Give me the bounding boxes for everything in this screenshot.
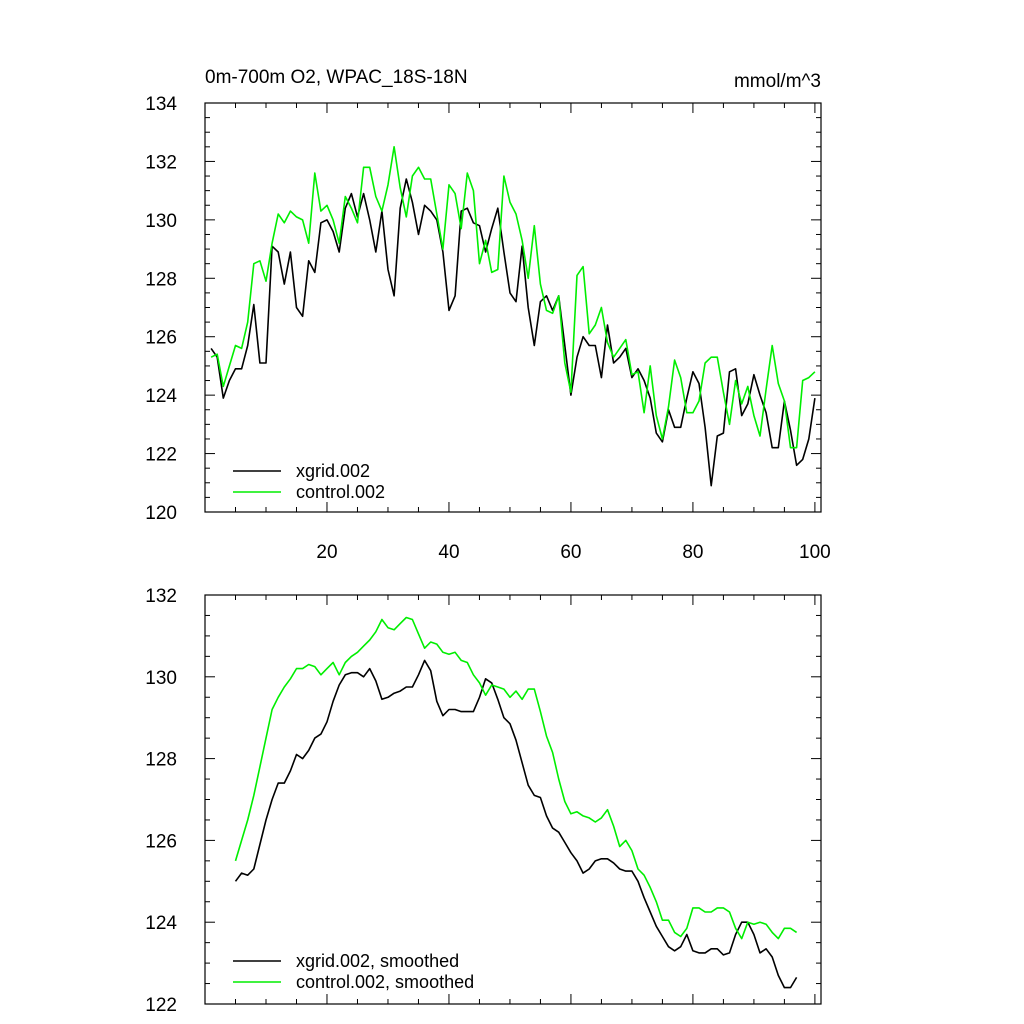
top-y-tick-label: 120 — [145, 503, 177, 524]
top-x-tick-label: 80 — [682, 542, 703, 563]
bottom-legend: xgrid.002, smoothed control.002, smoothe… — [233, 951, 474, 992]
top-series-line-xgrid — [210, 178, 816, 487]
top-x-tick-label: 20 — [316, 542, 337, 563]
bottom-y-tick-label: 128 — [145, 750, 177, 771]
bottom-tick-group: 122 124 126 128 130 132 — [145, 586, 821, 1016]
bottom-panel: 122 124 126 128 130 132 xgrid.002, smoothed c… — [145, 586, 822, 1016]
top-y-tick-label: 124 — [145, 386, 177, 407]
top-plot-units: mmol/m^3 — [734, 71, 821, 92]
bottom-y-tick-label: 132 — [145, 586, 177, 607]
top-x-tick-label: 60 — [560, 542, 581, 563]
bottom-y-tick-label: 126 — [145, 831, 177, 852]
top-x-tick-label: 40 — [438, 542, 459, 563]
top-x-tick-label: 100 — [799, 542, 831, 563]
bottom-y-tick-label: 124 — [145, 913, 177, 934]
top-y-tick-label: 122 — [145, 445, 177, 466]
top-series-line-control — [210, 146, 816, 449]
top-legend-label-control: control.002 — [296, 482, 385, 502]
bottom-legend-label-control: control.002, smoothed — [296, 972, 474, 992]
bottom-plot-frame — [204, 594, 822, 1005]
top-y-tick-label: 134 — [145, 94, 177, 115]
bottom-y-tick-label: 130 — [145, 668, 177, 689]
top-y-tick-label: 130 — [145, 211, 177, 232]
top-legend-label-xgrid: xgrid.002 — [296, 461, 370, 481]
top-tick-group: 120 122 124 126 128 130 132 134 20 40 60 80 100 — [145, 94, 830, 563]
bottom-series-line-control — [234, 616, 798, 940]
bottom-series-line-xgrid — [234, 659, 798, 989]
bottom-series-group — [234, 616, 798, 989]
top-y-tick-label: 132 — [145, 152, 177, 173]
top-series-group — [210, 146, 816, 487]
top-plot-title: 0m-700m O2, WPAC_18S-18N — [205, 67, 468, 88]
bottom-legend-label-xgrid: xgrid.002, smoothed — [296, 951, 459, 971]
top-panel: 0m-700m O2, WPAC_18S-18N mmol/m^3 120 122… — [145, 67, 830, 563]
bottom-y-tick-label: 122 — [145, 995, 177, 1016]
top-y-tick-label: 126 — [145, 328, 177, 349]
top-legend: xgrid.002 control.002 — [233, 461, 385, 502]
top-y-tick-label: 128 — [145, 269, 177, 290]
